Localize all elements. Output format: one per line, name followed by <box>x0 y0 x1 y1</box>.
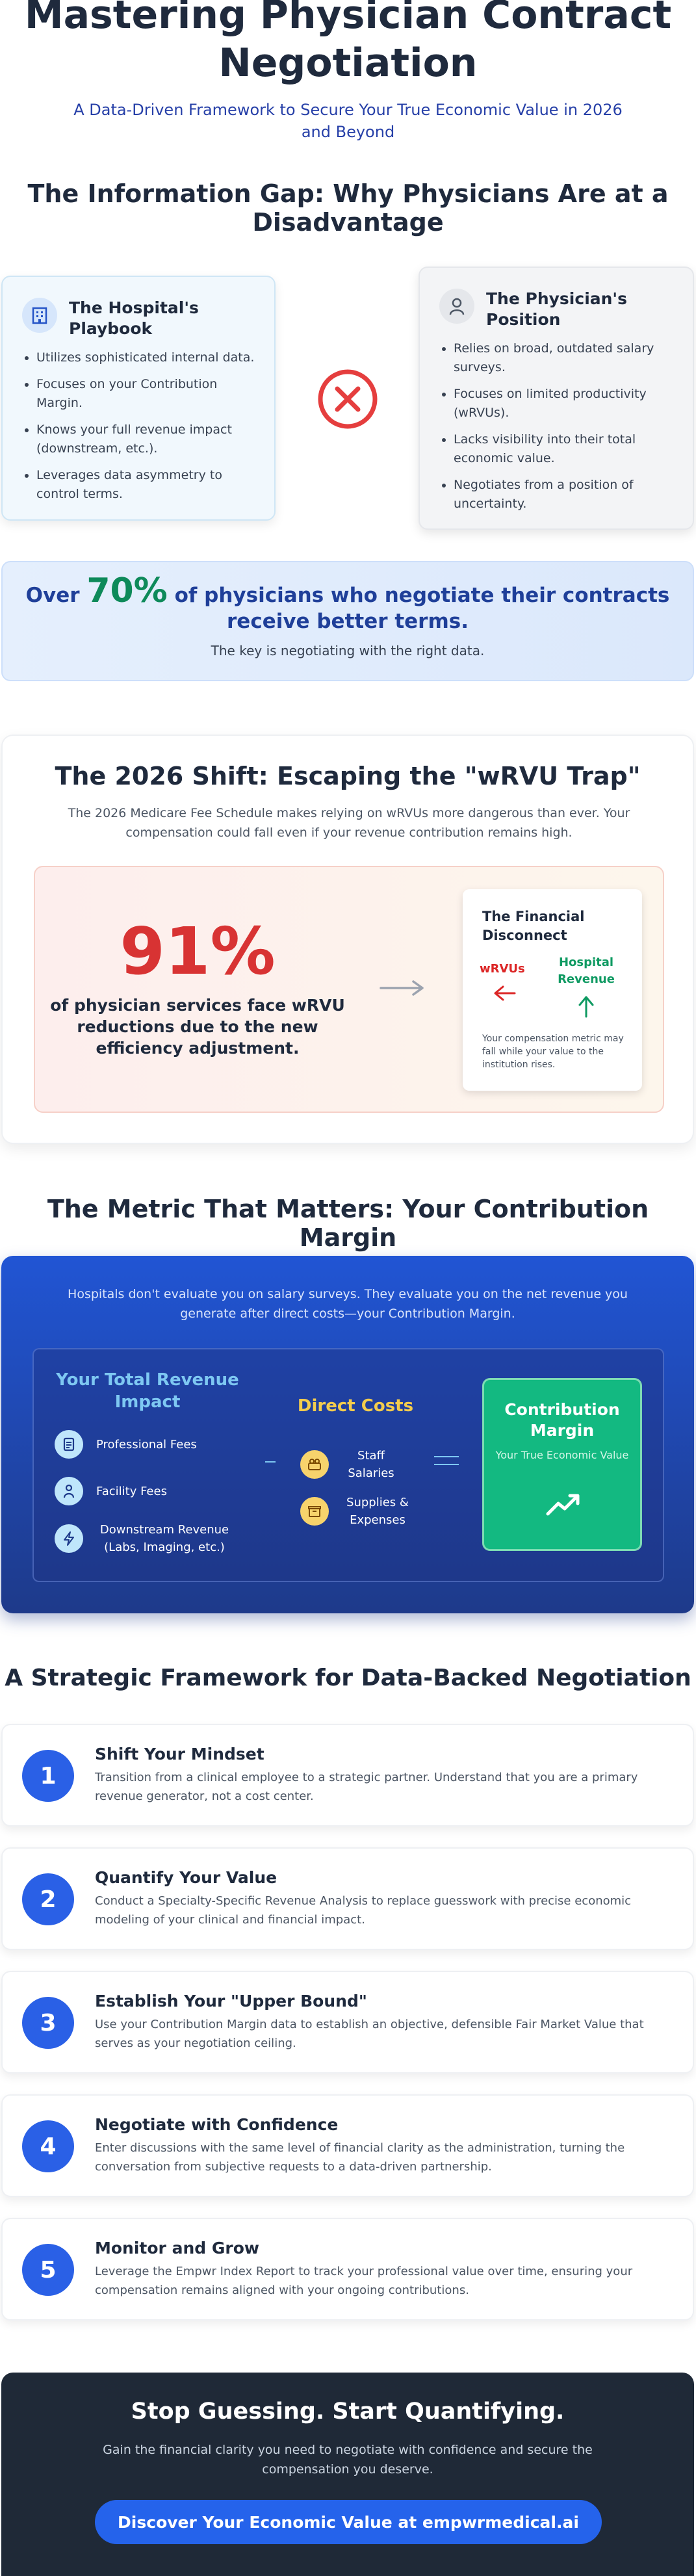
box-icon <box>300 1497 329 1526</box>
shift-description: The 2026 Medicare Fee Schedule makes rel… <box>68 806 630 840</box>
discover-value-button[interactable]: Discover Your Economic Value at empwrmed… <box>95 2500 602 2544</box>
framework-step: 3 Establish Your "Upper Bound" Use your … <box>1 1971 694 2074</box>
step-number: 4 <box>22 2120 74 2172</box>
title-line-2: Negotiation <box>218 40 478 86</box>
list-item: Utilizes sophisticated internal data. <box>36 348 259 367</box>
page-title: Mastering Physician Contract Negotiation <box>0 0 696 87</box>
wrvu-shift-section: The 2026 Shift: Escaping the "wRVU Trap"… <box>1 735 694 1144</box>
page-subtitle: A Data-Driven Framework to Secure Your T… <box>73 101 623 141</box>
revenue-item: Professional Fees <box>55 1430 197 1459</box>
hospital-card-title: The Hospital's Playbook <box>69 298 199 338</box>
framework-step: 2 Quantify Your Value Conduct a Specialt… <box>1 1847 694 1950</box>
step-description: Transition from a clinical employee to a… <box>95 1771 638 1803</box>
wrvu-label: wRVUs <box>480 962 525 976</box>
framework-step: 1 Shift Your Mindset Transition from a c… <box>1 1724 694 1827</box>
costs-title: Direct Costs <box>297 1396 414 1416</box>
contribution-margin-box: Contribution Margin Your True Economic V… <box>482 1378 642 1551</box>
step-number: 1 <box>22 1750 74 1802</box>
revenue-item: Downstream Revenue (Labs, Imaging, etc.) <box>55 1521 233 1556</box>
list-item: Negotiates from a position of uncertaint… <box>454 476 677 514</box>
contribution-margin-section: Hospitals don't evaluate you on salary s… <box>1 1256 694 1613</box>
arrow-left-icon <box>494 985 516 1001</box>
user-icon <box>439 289 474 324</box>
banner-prefix: Over <box>25 584 80 607</box>
cost-item-label: Staff Salaries <box>348 1449 394 1480</box>
framework-step: 5 Monitor and Grow Leverage the Empwr In… <box>1 2218 694 2321</box>
hospital-playbook-card: The Hospital's Playbook Utilizes sophist… <box>1 276 276 521</box>
step-description: Leverage the Empwr Index Report to track… <box>95 2265 633 2297</box>
cta-section: Stop Guessing. Start Quantifying. Gain t… <box>1 2373 694 2576</box>
info-gap-title: The Information Gap: Why Physicians Are … <box>27 179 669 237</box>
reduction-stat: 91% <box>120 913 276 989</box>
physician-card-title: The Physician's Position <box>486 289 627 329</box>
physician-list: Relies on broad, outdated salary surveys… <box>439 339 677 521</box>
step-number: 3 <box>22 1997 74 2049</box>
cta-description: Gain the financial clarity you need to n… <box>103 2443 593 2477</box>
building-icon <box>22 298 57 333</box>
step-number: 2 <box>22 1873 74 1925</box>
revenue-item-label: Downstream Revenue (Labs, Imaging, etc.) <box>99 1523 229 1554</box>
x-circle-icon <box>318 369 378 429</box>
bolt-icon <box>55 1524 83 1553</box>
revenue-item-label: Facility Fees <box>96 1484 167 1498</box>
physician-position-card: The Physician's Position Relies on broad… <box>419 267 694 530</box>
list-item: Relies on broad, outdated salary surveys… <box>454 339 677 377</box>
margin-equation-panel: Your Total Revenue Impact Professional F… <box>32 1348 664 1582</box>
banner-headline: Over 70% of physicians who negotiate the… <box>3 574 693 634</box>
step-description: Use your Contribution Margin data to est… <box>95 2018 644 2050</box>
step-description: Enter discussions with the same level of… <box>95 2141 625 2174</box>
list-item: Focuses on your Contribution Margin. <box>36 375 259 413</box>
cost-item: Supplies & Expenses <box>300 1494 413 1529</box>
reduction-stat-text: of physician services face wRVU reductio… <box>50 996 345 1058</box>
cost-item: Staff Salaries <box>300 1447 400 1482</box>
cost-item-label: Supplies & Expenses <box>346 1496 409 1527</box>
margin-subtitle: Your True Economic Value <box>495 1449 629 1461</box>
metric-description: Hospitals don't evaluate you on salary s… <box>68 1287 628 1321</box>
revenue-title: Your Total Revenue Impact <box>56 1370 239 1412</box>
revenue-item: Facility Fees <box>55 1477 167 1505</box>
document-icon <box>55 1430 83 1459</box>
step-title: Negotiate with Confidence <box>95 2115 339 2134</box>
step-title: Quantify Your Value <box>95 1868 277 1887</box>
title-line-1: Mastering Physician Contract <box>24 0 672 38</box>
minus-sign <box>265 1461 276 1463</box>
equals-sign <box>434 1456 459 1465</box>
hospital-revenue-label: Hospital Revenue <box>558 956 615 986</box>
banner-note: The key is negotiating with the right da… <box>211 643 485 658</box>
trending-up-icon <box>546 1494 580 1516</box>
financial-disconnect-card: The Financial Disconnect wRVUs Hospital … <box>463 889 642 1091</box>
step-title: Monitor and Grow <box>95 2239 259 2257</box>
step-number: 5 <box>22 2244 74 2296</box>
hospital-list: Utilizes sophisticated internal data. Fo… <box>22 348 259 512</box>
framework-step: 4 Negotiate with Confidence Enter discus… <box>1 2094 694 2197</box>
revenue-item-label: Professional Fees <box>96 1437 197 1451</box>
metric-title: The Metric That Matters: Your Contributi… <box>47 1195 649 1252</box>
negotiation-stat-banner: Over 70% of physicians who negotiate the… <box>1 561 694 681</box>
arrow-right-icon <box>380 980 424 996</box>
step-description: Conduct a Specialty-Specific Revenue Ana… <box>95 1894 632 1927</box>
shift-stat-panel: 91% of physician services face wRVU redu… <box>34 866 664 1113</box>
shift-title: The 2026 Shift: Escaping the "wRVU Trap" <box>55 762 641 790</box>
banner-stat: 70% <box>86 571 168 610</box>
step-title: Establish Your "Upper Bound" <box>95 1992 367 2010</box>
disconnect-note: Your compensation metric may fall while … <box>482 1034 624 1070</box>
list-item: Lacks visibility into their total econom… <box>454 430 677 468</box>
staff-icon <box>300 1450 329 1479</box>
disconnect-title: The Financial Disconnect <box>482 909 585 943</box>
cta-title: Stop Guessing. Start Quantifying. <box>131 2399 565 2425</box>
list-item: Leverages data asymmetry to control term… <box>36 466 259 504</box>
list-item: Knows your full revenue impact (downstre… <box>36 421 259 458</box>
step-title: Shift Your Mindset <box>95 1745 264 1763</box>
banner-suffix: of physicians who negotiate their contra… <box>174 584 670 633</box>
arrow-up-icon <box>578 996 594 1018</box>
person-icon <box>55 1477 83 1505</box>
margin-title: Contribution Margin <box>504 1400 620 1440</box>
list-item: Focuses on limited productivity (wRVUs). <box>454 385 677 423</box>
framework-title: A Strategic Framework for Data-Backed Ne… <box>5 1665 691 1691</box>
